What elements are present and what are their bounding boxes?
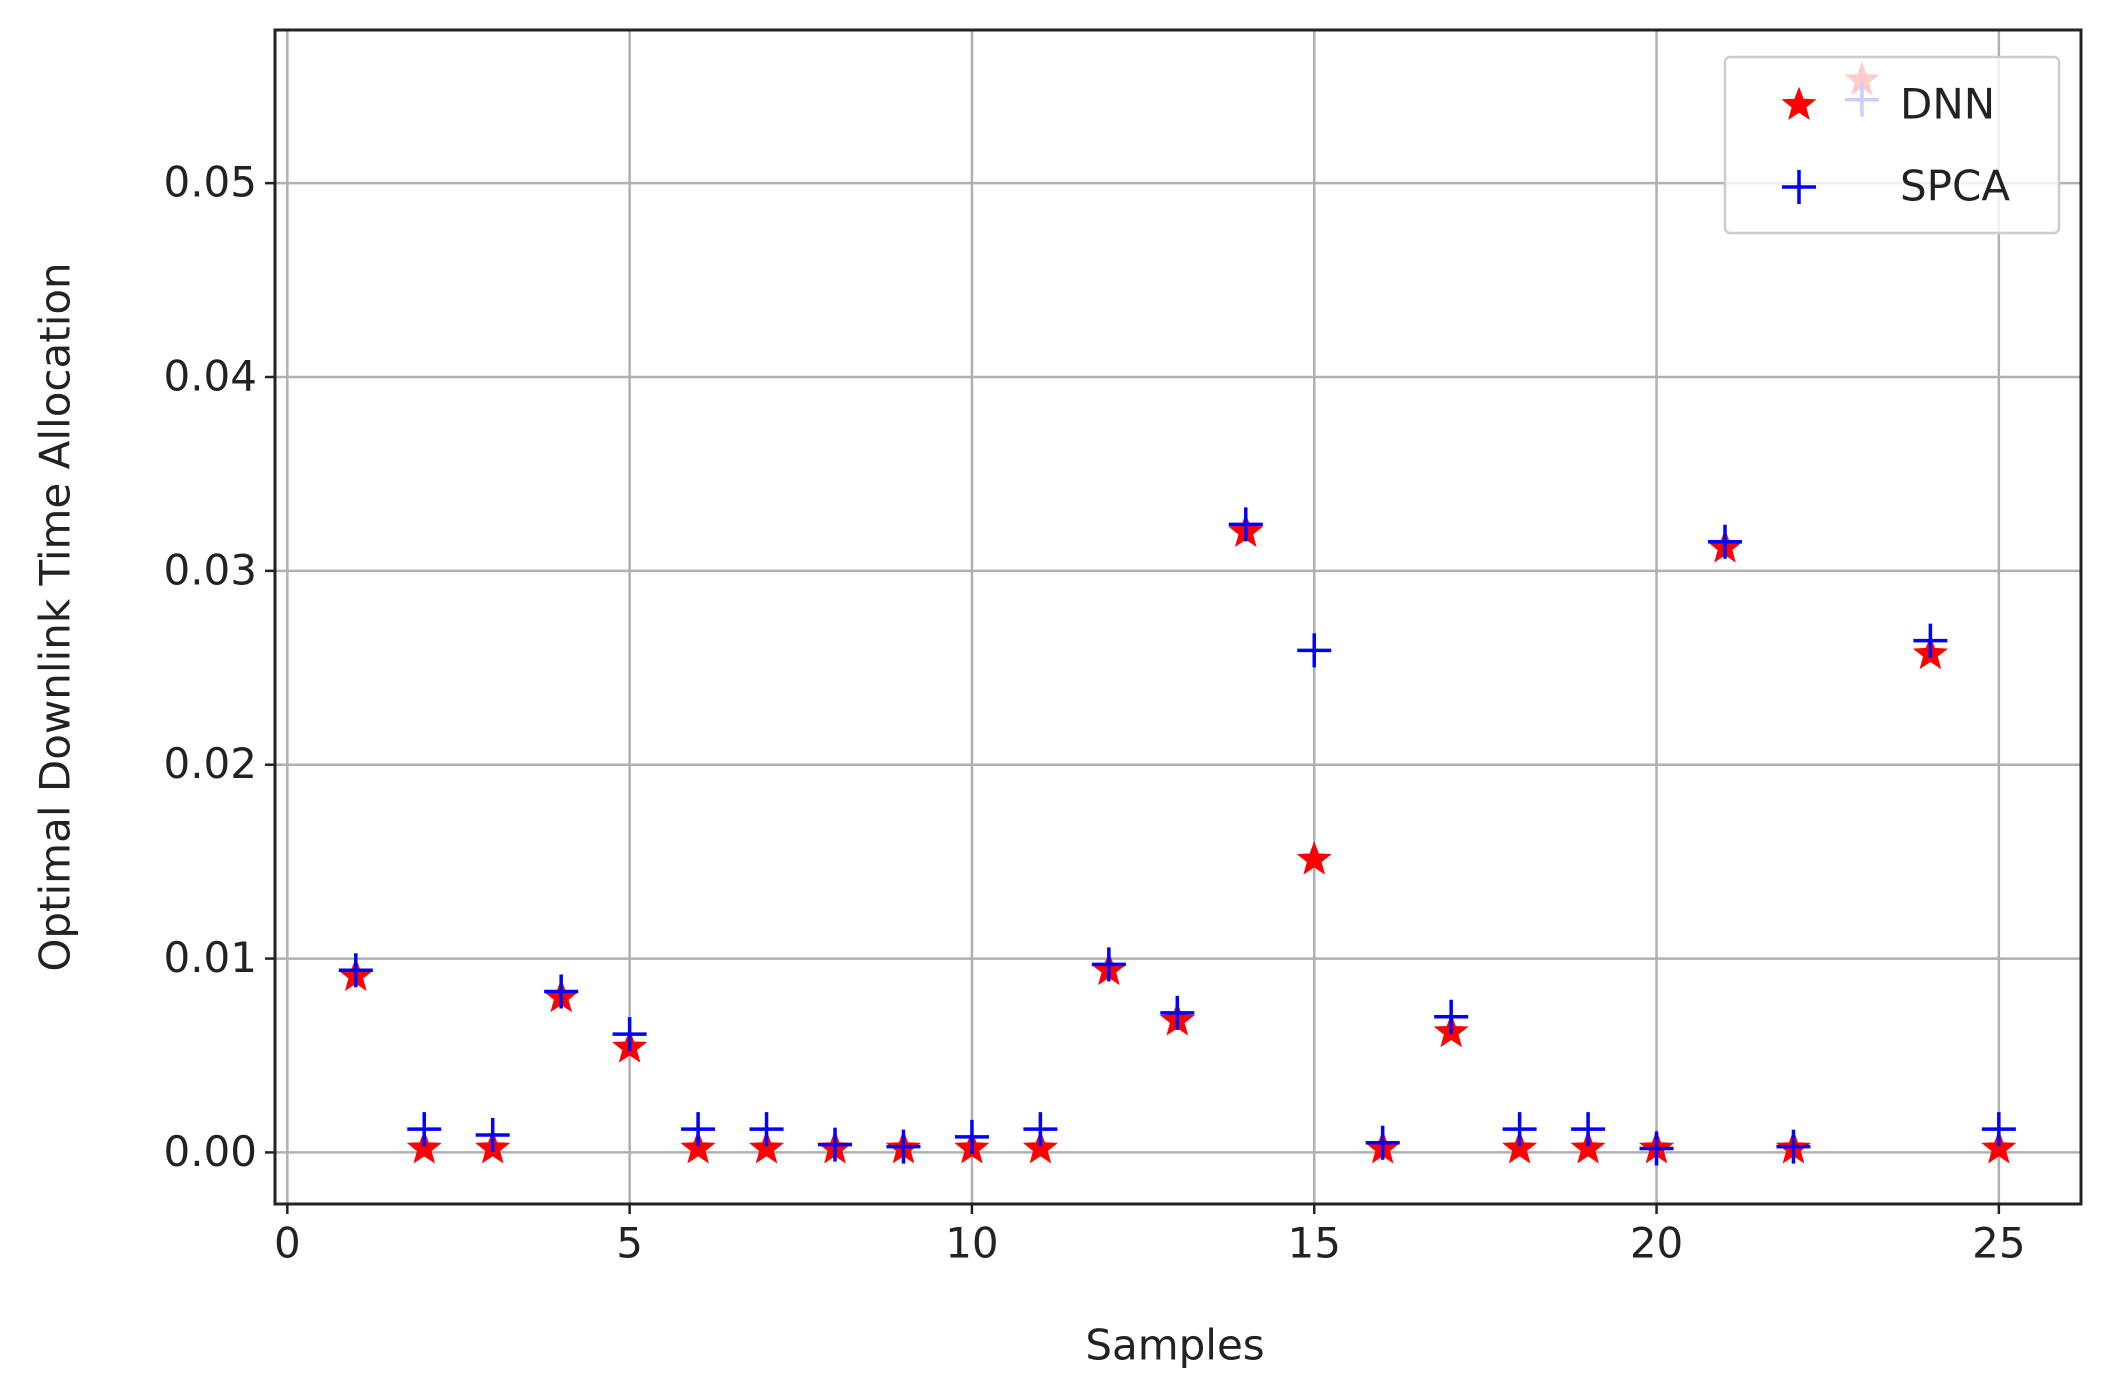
plus-marker [1913,623,1948,658]
plus-marker [1228,507,1263,542]
legend-label: SPCA [1900,162,2010,211]
axes-frame [273,28,2083,1206]
plus-marker [1639,1131,1674,1166]
x-tick-label: 5 [616,1219,643,1268]
x-tick-label: 15 [1288,1219,1341,1268]
plus-marker [681,1112,716,1147]
star-marker [749,1130,785,1164]
plus-marker [818,1127,853,1162]
plus-marker [1981,1112,2016,1147]
star-marker [1570,1130,1606,1164]
y-tick-label: 0.02 [163,739,257,788]
plus-marker [338,953,373,988]
x-tick-label: 10 [945,1219,998,1268]
plus-marker [612,1017,647,1052]
legend-label: DNN [1900,80,1995,129]
star-marker [1022,1130,1058,1164]
x-tick-label: 25 [1972,1219,2025,1268]
y-tick-label: 0.05 [163,158,257,207]
plus-marker [749,1112,784,1147]
y-tick-label: 0.00 [163,1127,257,1176]
plus-marker [1297,633,1332,668]
plus-marker [1160,995,1195,1030]
plus-marker [1023,1112,1058,1147]
y-tick-label: 0.03 [163,545,257,594]
plus-marker [1434,999,1469,1034]
plus-marker [1502,1112,1537,1147]
star-marker [1781,86,1817,120]
plus-marker [1708,524,1742,559]
star-marker [406,1130,442,1164]
y-tick-label: 0.04 [163,352,257,401]
y-tick-label: 0.01 [163,933,257,982]
plus-marker [1571,1112,1606,1147]
star-marker [1981,1130,2017,1164]
plus-marker [954,1119,989,1154]
star-marker [1502,1130,1538,1164]
plus-marker [407,1112,442,1147]
plus-marker [886,1129,921,1164]
plus-marker [475,1117,510,1152]
x-tick-label: 20 [1630,1219,1683,1268]
star-marker [680,1130,716,1164]
plus-marker [1782,170,1816,204]
y-axis-label: Optimal Downlink Time Allocation [31,262,80,971]
plus-marker [1365,1125,1400,1160]
plus-marker [1091,947,1126,982]
star-marker [1296,841,1332,875]
x-axis-label: Samples [1085,1321,1264,1370]
plus-marker [544,974,579,1009]
plus-marker [1776,1129,1811,1164]
x-tick-label: 0 [274,1219,301,1268]
